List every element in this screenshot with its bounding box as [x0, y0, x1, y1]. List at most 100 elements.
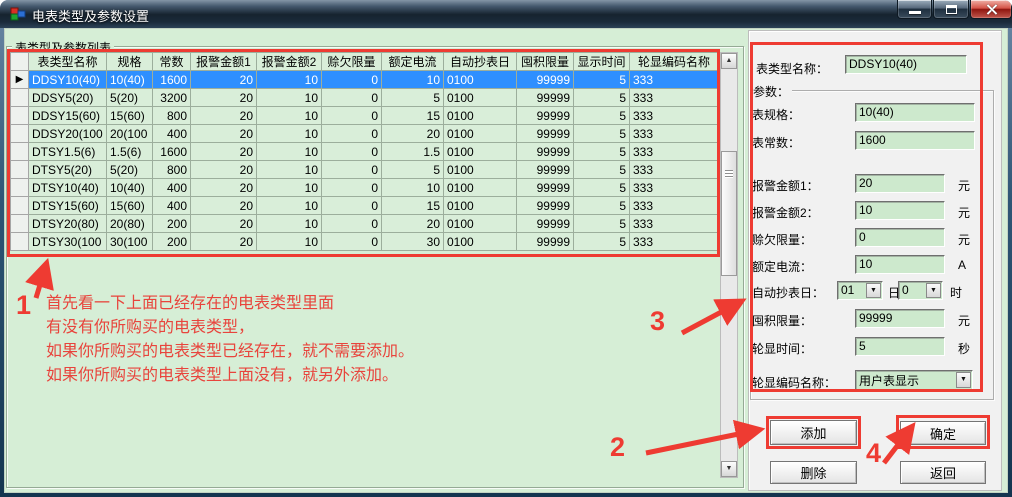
table-cell[interactable]: 333 — [629, 214, 719, 233]
current-input[interactable]: 10 — [855, 255, 945, 274]
table-cell[interactable]: 15 — [381, 196, 444, 215]
table-cell[interactable]: DDSY20(100 — [28, 124, 107, 143]
row-selector-cell[interactable] — [10, 214, 29, 233]
scroll-up-icon[interactable]: ▲ — [721, 53, 737, 69]
table-row[interactable]: DDSY15(60) 15(60) 800 20 10 0 15 0100 99999 5 333 — [10, 106, 719, 125]
table-scrollbar[interactable]: ▲ ▼ — [720, 52, 738, 478]
row-selector-cell[interactable] — [10, 142, 29, 161]
table-cell[interactable]: 1.5 — [381, 142, 444, 161]
chevron-down-icon[interactable]: ▼ — [866, 283, 881, 298]
table-cell[interactable]: 0100 — [443, 124, 517, 143]
table-cell[interactable]: 10 — [256, 178, 322, 197]
title-bar[interactable]: 电表类型及参数设置 — [0, 0, 1012, 28]
table-cell[interactable]: 10(40) — [106, 70, 153, 89]
table-cell[interactable]: DDSY10(40) — [28, 70, 107, 89]
table-cell[interactable]: 0 — [321, 178, 382, 197]
table-cell[interactable]: DTSY15(60) — [28, 196, 107, 215]
table-cell[interactable]: 1.5(6) — [106, 142, 153, 161]
table-row[interactable]: DDSY20(100 20(100 400 20 10 0 20 0100 99999 5 333 — [10, 124, 719, 143]
table-cell[interactable]: DTSY1.5(6) — [28, 142, 107, 161]
table-cell[interactable]: 10 — [256, 232, 322, 251]
row-selector-cell[interactable] — [10, 88, 29, 107]
table-cell[interactable]: 5 — [573, 178, 630, 197]
table-cell[interactable]: 400 — [152, 124, 191, 143]
table-cell[interactable]: 0 — [321, 106, 382, 125]
table-cell[interactable]: 400 — [152, 196, 191, 215]
table-row[interactable]: DTSY1.5(6) 1.5(6) 1600 20 10 0 1.5 0100 99999 5 33… — [10, 142, 719, 161]
table-cell[interactable]: 10 — [256, 70, 322, 89]
cycle-input[interactable]: 5 — [855, 337, 945, 356]
table-cell[interactable]: 5 — [573, 160, 630, 179]
table-cell[interactable]: 10 — [256, 214, 322, 233]
column-header[interactable]: 报警金额2 — [256, 52, 322, 71]
table-cell[interactable]: 0100 — [443, 142, 517, 161]
table-cell[interactable]: 0100 — [443, 70, 517, 89]
table-cell[interactable]: 0100 — [443, 232, 517, 251]
credit-input[interactable]: 0 — [855, 228, 945, 247]
table-cell[interactable]: DTSY10(40) — [28, 178, 107, 197]
table-cell[interactable]: 20 — [190, 232, 257, 251]
alarm2-input[interactable]: 10 — [855, 201, 945, 220]
row-selector-cell[interactable] — [10, 196, 29, 215]
table-cell[interactable]: 10 — [256, 88, 322, 107]
table-cell[interactable]: 0 — [321, 160, 382, 179]
table-cell[interactable]: 0100 — [443, 88, 517, 107]
table-cell[interactable]: 5 — [381, 160, 444, 179]
table-cell[interactable]: 5 — [573, 70, 630, 89]
table-cell[interactable]: 99999 — [516, 232, 574, 251]
table-row[interactable]: ▶ DDSY10(40) 10(40) 1600 20 10 0 10 0100 99999 5 33… — [10, 70, 719, 89]
table-cell[interactable]: 10 — [256, 106, 322, 125]
close-button[interactable] — [970, 0, 1012, 19]
table-row[interactable]: DTSY15(60) 15(60) 400 20 10 0 15 0100 99999 5 333 — [10, 196, 719, 215]
table-cell[interactable]: 333 — [629, 142, 719, 161]
table-cell[interactable]: 0 — [321, 88, 382, 107]
table-cell[interactable]: 99999 — [516, 142, 574, 161]
table-cell[interactable]: 5 — [573, 142, 630, 161]
table-cell[interactable]: 5 — [573, 232, 630, 251]
table-cell[interactable]: 5 — [573, 124, 630, 143]
table-cell[interactable]: 20 — [190, 142, 257, 161]
table-cell[interactable]: DDSY5(20) — [28, 88, 107, 107]
table-cell[interactable]: 0 — [321, 196, 382, 215]
table-cell[interactable]: 99999 — [516, 124, 574, 143]
table-row[interactable]: DTSY30(100 30(100 200 20 10 0 30 0100 99999 5 333 — [10, 232, 719, 251]
table-cell[interactable]: 0 — [321, 70, 382, 89]
table-cell[interactable]: 333 — [629, 178, 719, 197]
table-cell[interactable]: 99999 — [516, 214, 574, 233]
confirm-button[interactable]: 确定 — [900, 421, 986, 445]
table-row[interactable]: DTSY20(80) 20(80) 200 20 10 0 20 0100 99999 5 333 — [10, 214, 719, 233]
table-cell[interactable]: 10 — [381, 70, 444, 89]
table-cell[interactable]: 5 — [573, 88, 630, 107]
table-cell[interactable]: 0100 — [443, 178, 517, 197]
back-button[interactable]: 返回 — [900, 461, 986, 484]
hoard-input[interactable]: 99999 — [855, 309, 945, 328]
row-selector-cell[interactable] — [10, 178, 29, 197]
table-cell[interactable]: DDSY15(60) — [28, 106, 107, 125]
table-row[interactable]: DTSY5(20) 5(20) 800 20 10 0 5 0100 99999 5 333 — [10, 160, 719, 179]
table-cell[interactable]: 20 — [190, 106, 257, 125]
table-cell[interactable]: 0 — [321, 142, 382, 161]
auto-read-hour-combobox[interactable]: 0 ▼ — [898, 281, 943, 300]
row-selector-cell[interactable] — [10, 232, 29, 251]
table-cell[interactable]: DTSY20(80) — [28, 214, 107, 233]
table-cell[interactable]: 15 — [381, 106, 444, 125]
row-selector-cell[interactable] — [10, 106, 29, 125]
column-header[interactable]: 囤积限量 — [516, 52, 574, 71]
table-cell[interactable]: 800 — [152, 106, 191, 125]
table-cell[interactable]: 10(40) — [106, 178, 153, 197]
table-cell[interactable]: 0100 — [443, 196, 517, 215]
table-cell[interactable]: 5(20) — [106, 160, 153, 179]
table-cell[interactable]: 0 — [321, 124, 382, 143]
code-name-combobox[interactable]: 用户表显示 ▼ — [855, 370, 973, 390]
table-cell[interactable]: 5 — [573, 106, 630, 125]
column-header[interactable]: 赊欠限量 — [321, 52, 382, 71]
constant-input[interactable]: 1600 — [855, 131, 975, 150]
table-cell[interactable]: 20 — [190, 178, 257, 197]
delete-button[interactable]: 删除 — [770, 461, 857, 484]
table-cell[interactable]: 0 — [321, 232, 382, 251]
table-cell[interactable]: DTSY30(100 — [28, 232, 107, 251]
table-cell[interactable]: 10 — [256, 160, 322, 179]
table-cell[interactable]: 20(100 — [106, 124, 153, 143]
add-button[interactable]: 添加 — [770, 420, 857, 445]
column-header[interactable]: 轮显编码名称 — [629, 52, 719, 71]
